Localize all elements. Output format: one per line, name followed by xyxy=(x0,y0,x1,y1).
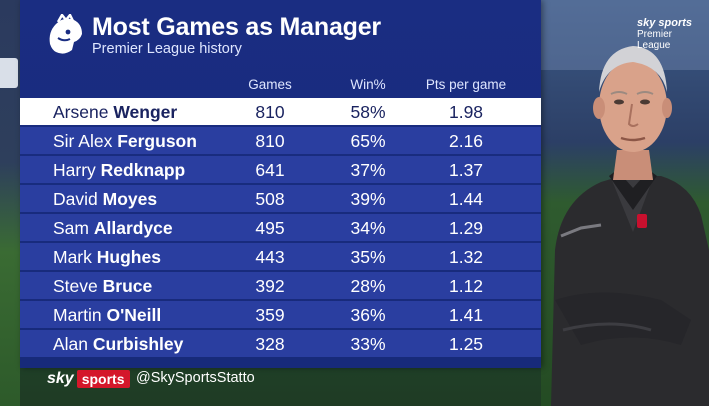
points-per-game-value: 1.98 xyxy=(448,102,484,122)
points-per-game-value: 2.16 xyxy=(448,131,484,151)
page-subtitle: Premier League history xyxy=(92,41,242,57)
points-per-game-value: 1.32 xyxy=(448,247,484,267)
win-percent-value: 35% xyxy=(350,247,386,267)
sky-sports-logo: sky sports xyxy=(47,369,130,389)
badge-sky-label: sky sports xyxy=(637,17,693,29)
manager-name: Sam Allardyce xyxy=(53,218,173,239)
sports-logo-box: sports xyxy=(76,370,130,388)
manager-name: Alan Curbishley xyxy=(53,334,183,355)
win-percent-value: 33% xyxy=(350,334,386,354)
manager-last-name: Wenger xyxy=(113,102,178,122)
table-row: Sam Allardyce 495 34% 1.29 xyxy=(20,214,541,241)
manager-last-name: Redknapp xyxy=(100,160,186,180)
manager-last-name: Moyes xyxy=(102,189,158,209)
sky-sports-pl-badge: sky sports Premier League xyxy=(637,17,693,52)
points-per-game-value: 1.29 xyxy=(448,218,484,238)
manager-last-name: O'Neill xyxy=(106,305,162,325)
column-header-games: Games xyxy=(248,77,292,92)
manager-name: Mark Hughes xyxy=(53,247,161,268)
table-row: Alan Curbishley 328 33% 1.25 xyxy=(20,330,541,357)
manager-last-name: Ferguson xyxy=(117,131,197,151)
stadium-sign xyxy=(0,58,18,88)
manager-last-name: Curbishley xyxy=(92,334,184,354)
games-value: 443 xyxy=(255,247,285,267)
premier-league-lion-icon xyxy=(49,14,82,54)
points-per-game-value: 1.41 xyxy=(448,305,484,325)
table-row: Sir Alex Ferguson 810 65% 2.16 xyxy=(20,127,541,154)
games-value: 495 xyxy=(255,218,285,238)
club-crest-icon xyxy=(637,214,647,228)
points-per-game-value: 1.25 xyxy=(448,334,484,354)
games-value: 328 xyxy=(255,334,285,354)
manager-first-name: Martin xyxy=(53,305,102,325)
manager-last-name: Hughes xyxy=(96,247,161,267)
games-value: 359 xyxy=(255,305,285,325)
games-value: 810 xyxy=(255,131,285,151)
win-percent-value: 28% xyxy=(350,276,386,296)
manager-name: David Moyes xyxy=(53,189,157,210)
manager-name: Sir Alex Ferguson xyxy=(53,131,197,152)
manager-first-name: Arsene xyxy=(53,102,109,122)
badge-league-label: Premier League xyxy=(637,29,673,51)
table-row: David Moyes 508 39% 1.44 xyxy=(20,185,541,212)
manager-name: Martin O'Neill xyxy=(53,305,161,326)
column-header-win: Win% xyxy=(350,77,386,92)
manager-first-name: Alan xyxy=(53,334,89,354)
manager-first-name: Sir Alex xyxy=(53,131,113,151)
games-value: 392 xyxy=(255,276,285,296)
table-row: Harry Redknapp 641 37% 1.37 xyxy=(20,156,541,183)
manager-first-name: Harry xyxy=(53,160,96,180)
table-row: Mark Hughes 443 35% 1.32 xyxy=(20,243,541,270)
games-value: 641 xyxy=(255,160,285,180)
manager-name: Arsene Wenger xyxy=(53,102,177,123)
win-percent-value: 37% xyxy=(350,160,386,180)
column-header-pts: Pts per game xyxy=(425,77,507,92)
games-value: 508 xyxy=(255,189,285,209)
page-title: Most Games as Manager xyxy=(92,13,381,41)
manager-first-name: David xyxy=(53,189,98,209)
win-percent-value: 65% xyxy=(350,131,386,151)
points-per-game-value: 1.37 xyxy=(448,160,484,180)
manager-photo xyxy=(541,0,709,406)
manager-first-name: Mark xyxy=(53,247,92,267)
manager-last-name: Allardyce xyxy=(93,218,173,238)
win-percent-value: 58% xyxy=(350,102,386,122)
manager-name: Harry Redknapp xyxy=(53,160,185,181)
sky-logo-word: sky xyxy=(47,370,74,387)
manager-first-name: Steve xyxy=(53,276,98,296)
win-percent-value: 39% xyxy=(350,189,386,209)
manager-first-name: Sam xyxy=(53,218,89,238)
win-percent-value: 34% xyxy=(350,218,386,238)
twitter-handle: @SkySportsStatto xyxy=(136,370,255,386)
games-value: 810 xyxy=(255,102,285,122)
table-row: Arsene Wenger 810 58% 1.98 xyxy=(20,98,541,125)
table-row: Steve Bruce 392 28% 1.12 xyxy=(20,272,541,299)
points-per-game-value: 1.12 xyxy=(448,276,484,296)
stadium-background-left xyxy=(0,0,20,406)
points-per-game-value: 1.44 xyxy=(448,189,484,209)
table-row: Martin O'Neill 359 36% 1.41 xyxy=(20,301,541,328)
manager-name: Steve Bruce xyxy=(53,276,152,297)
manager-last-name: Bruce xyxy=(102,276,153,296)
win-percent-value: 36% xyxy=(350,305,386,325)
